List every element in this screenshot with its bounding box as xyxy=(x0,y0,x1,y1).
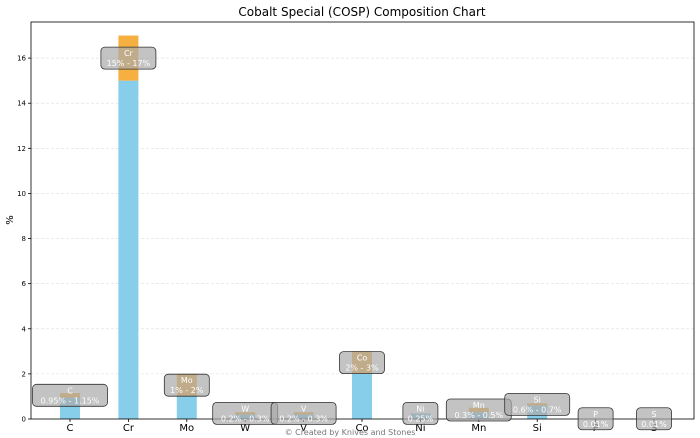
range-label-box xyxy=(636,407,672,431)
range-label-text: 15% - 17% xyxy=(107,59,151,68)
range-label-text: 0.2% - 0.3% xyxy=(279,414,328,423)
x-tick-label: Mn xyxy=(471,423,486,434)
range-label-box xyxy=(504,392,571,416)
range-label-box xyxy=(402,401,439,425)
range-label-text: 2% - 3% xyxy=(345,364,379,373)
y-tick-label: 0 xyxy=(22,416,26,424)
range-label-element: Mn xyxy=(473,401,485,410)
range-label-box xyxy=(270,401,337,425)
range-label-box xyxy=(32,383,108,407)
y-tick-label: 10 xyxy=(17,190,26,198)
range-label-box xyxy=(163,373,210,397)
x-tick-label: Ni xyxy=(415,423,425,434)
y-tick-label: 16 xyxy=(17,55,26,63)
plot-frame xyxy=(30,21,695,420)
y-tick-label: 8 xyxy=(22,235,26,243)
y-tick-label: 4 xyxy=(22,325,27,333)
y-tick-label: 14 xyxy=(17,100,26,108)
x-tick-label: Mo xyxy=(179,423,194,434)
range-label-box xyxy=(100,46,157,70)
y-tick-label: 12 xyxy=(17,145,26,153)
range-label-element: Mo xyxy=(181,376,193,385)
range-label-text: 0.01% xyxy=(583,420,609,429)
y-tick-label: 6 xyxy=(22,280,27,288)
y-tick-label: 2 xyxy=(22,370,26,378)
x-tick-label: V xyxy=(300,423,307,434)
range-label-text: 0.6% - 0.7% xyxy=(513,405,562,414)
range-label-element: S xyxy=(651,410,656,419)
range-label-element: W xyxy=(241,404,249,413)
range-label-text: 0.95% - 1.15% xyxy=(41,396,100,405)
range-label-element: Co xyxy=(357,354,368,363)
chart-title: Cobalt Special (COSP) Composition Chart xyxy=(238,5,485,19)
x-tick-label: Co xyxy=(355,423,368,434)
range-label-text: 0.01% xyxy=(641,420,667,429)
x-tick-label: Si xyxy=(533,423,542,434)
bar-min-cr xyxy=(118,80,139,419)
gridlines xyxy=(31,57,694,420)
x-tick-label: W xyxy=(240,423,250,434)
range-label-text: 0.25% xyxy=(408,414,434,423)
range-label-element: Si xyxy=(534,395,541,404)
range-label-box xyxy=(577,407,614,431)
x-tick-label: C xyxy=(67,423,74,434)
bar-min-co xyxy=(352,373,372,419)
bar-min-mo xyxy=(176,396,197,419)
range-label-text: 0.3% - 0.5% xyxy=(454,411,503,420)
range-label-element: P xyxy=(593,410,598,419)
y-axis-ticks: 0 2 4 6 8 10 12 14 16 xyxy=(17,55,31,424)
range-label-element: C xyxy=(67,386,73,395)
y-axis-label: % xyxy=(5,215,16,225)
range-label-box xyxy=(339,351,385,375)
range-label-element: Ni xyxy=(416,404,424,413)
credit-text: © Created by Knives and Stones xyxy=(285,428,416,437)
range-label-element: Cr xyxy=(124,49,134,58)
range-label-element: V xyxy=(301,404,307,413)
range-label-text: 0.2% - 0.3% xyxy=(221,414,270,423)
x-tick-label: Cr xyxy=(123,423,135,434)
range-label-text: 1% - 2% xyxy=(170,386,204,395)
